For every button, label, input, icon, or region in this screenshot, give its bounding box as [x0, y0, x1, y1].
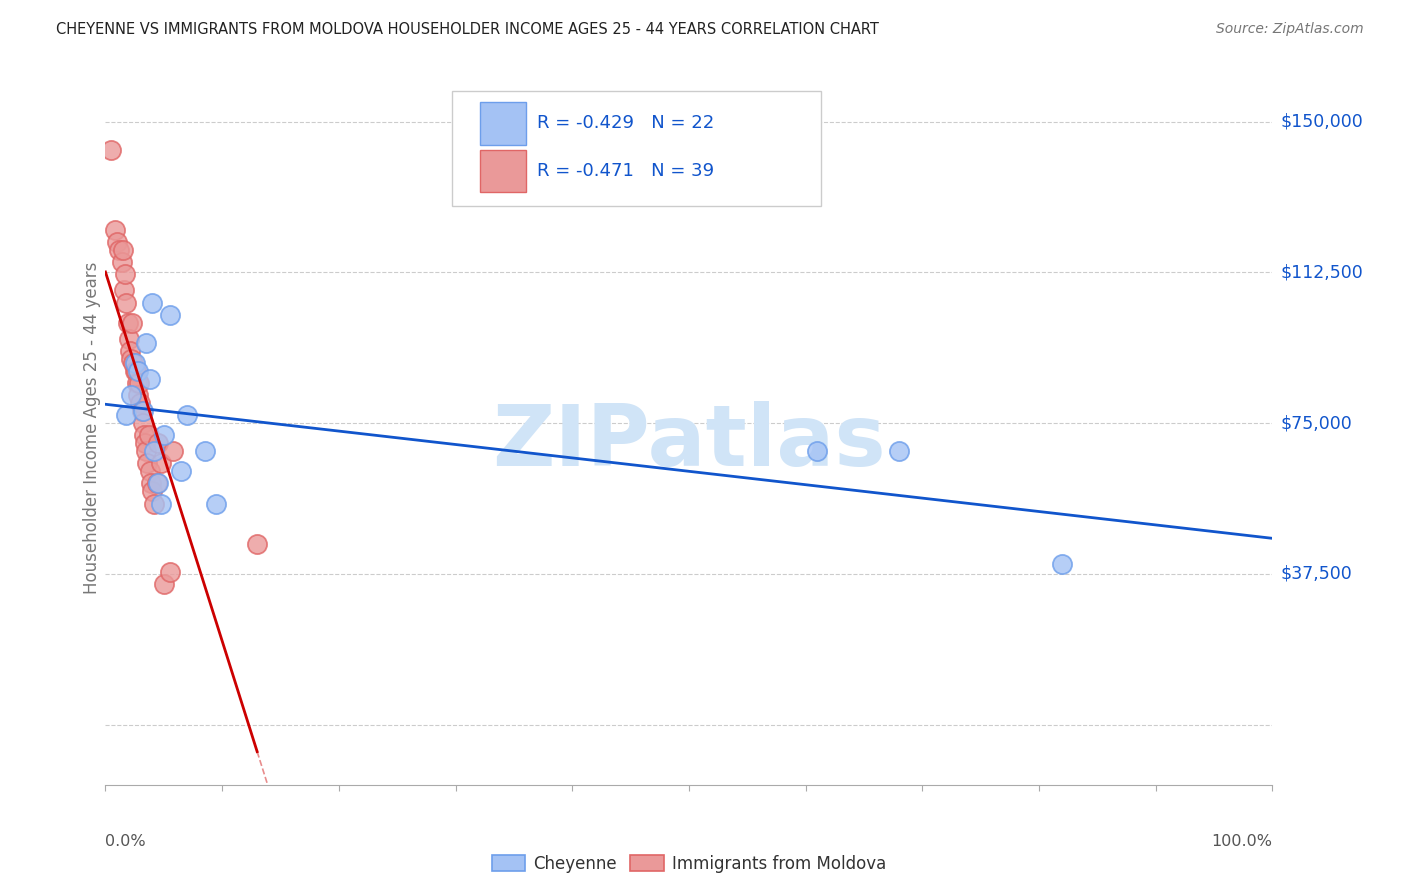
Point: [124, 356, 146, 370]
Point: [141, 484, 163, 499]
FancyBboxPatch shape: [479, 150, 526, 193]
Point: [139, 464, 162, 478]
Point: [176, 408, 198, 422]
Point: [135, 335, 157, 350]
Text: $37,500: $37,500: [1281, 565, 1353, 582]
Point: [105, 235, 128, 250]
Point: [146, 476, 169, 491]
Point: [100, 143, 122, 157]
Point: [122, 356, 145, 370]
Point: [246, 537, 269, 551]
FancyBboxPatch shape: [453, 91, 821, 205]
Point: [170, 464, 193, 478]
Point: [150, 497, 173, 511]
Point: [134, 436, 156, 450]
Point: [127, 364, 149, 378]
Point: [132, 428, 155, 442]
Text: 0.0%: 0.0%: [105, 834, 146, 849]
Point: [129, 396, 152, 410]
Point: [162, 444, 184, 458]
Point: [143, 444, 166, 458]
Point: [138, 428, 160, 442]
Point: [112, 284, 135, 298]
Point: [124, 364, 146, 378]
Point: [152, 428, 174, 442]
Point: [132, 404, 155, 418]
Text: CHEYENNE VS IMMIGRANTS FROM MOLDOVA HOUSEHOLDER INCOME AGES 25 - 44 YEARS CORREL: CHEYENNE VS IMMIGRANTS FROM MOLDOVA HOUS…: [56, 22, 879, 37]
Text: $75,000: $75,000: [1281, 414, 1353, 432]
Point: [136, 456, 159, 470]
Point: [139, 372, 162, 386]
Point: [152, 577, 174, 591]
Point: [205, 497, 228, 511]
Point: [115, 408, 138, 422]
Point: [135, 444, 157, 458]
Point: [887, 444, 910, 458]
Point: [146, 476, 169, 491]
Text: R = -0.429   N = 22: R = -0.429 N = 22: [537, 114, 714, 132]
Text: $112,500: $112,500: [1281, 263, 1364, 281]
Point: [111, 255, 134, 269]
Point: [141, 295, 163, 310]
Text: ZIPatlas: ZIPatlas: [492, 401, 886, 484]
Point: [132, 416, 155, 430]
FancyBboxPatch shape: [479, 103, 526, 145]
Y-axis label: Householder Income Ages 25 - 44 years: Householder Income Ages 25 - 44 years: [83, 262, 101, 594]
Text: R = -0.471   N = 39: R = -0.471 N = 39: [537, 162, 714, 180]
Point: [146, 436, 169, 450]
Point: [131, 404, 153, 418]
Point: [1052, 557, 1074, 571]
Point: [806, 444, 828, 458]
Text: 100.0%: 100.0%: [1212, 834, 1272, 849]
Point: [117, 316, 139, 330]
Legend: Cheyenne, Immigrants from Moldova: Cheyenne, Immigrants from Moldova: [492, 855, 886, 873]
Point: [125, 376, 148, 390]
Point: [159, 308, 181, 322]
Point: [120, 388, 142, 402]
Point: [143, 497, 166, 511]
Point: [118, 343, 141, 358]
Point: [111, 244, 134, 258]
Point: [194, 444, 217, 458]
Point: [128, 376, 150, 390]
Point: [114, 268, 136, 282]
Point: [139, 476, 162, 491]
Point: [104, 223, 127, 237]
Text: Source: ZipAtlas.com: Source: ZipAtlas.com: [1216, 22, 1364, 37]
Point: [115, 295, 138, 310]
Point: [118, 332, 141, 346]
Point: [108, 244, 131, 258]
Point: [120, 351, 142, 366]
Point: [159, 565, 181, 579]
Point: [125, 364, 148, 378]
Point: [150, 456, 173, 470]
Text: $150,000: $150,000: [1281, 112, 1364, 130]
Point: [121, 316, 143, 330]
Point: [127, 388, 149, 402]
